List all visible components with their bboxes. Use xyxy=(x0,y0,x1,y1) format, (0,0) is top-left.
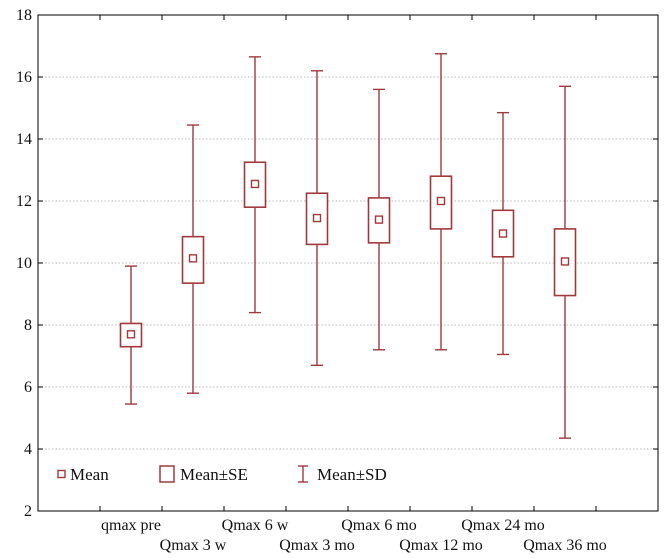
axes: 2 4 6 8 10 12 14 16 18 qmax pre Qmax 3 w Qmax 6 w Qm… xyxy=(16,7,659,554)
y-tick-label: 14 xyxy=(16,131,32,148)
legend-label: Mean±SD xyxy=(317,465,387,484)
legend-item: Mean±SD xyxy=(298,465,387,484)
legend-label: Mean±SE xyxy=(180,465,248,484)
box-group xyxy=(553,85,577,439)
x-category-label: Qmax 3 w xyxy=(160,537,227,554)
y-tick-label: 18 xyxy=(16,7,32,24)
x-category-label: Qmax 24 mo xyxy=(461,517,545,534)
legend-mean-symbol xyxy=(57,469,66,479)
box-group xyxy=(119,265,143,405)
mean-marker xyxy=(560,257,570,266)
y-tick-label: 8 xyxy=(24,317,32,334)
legend: Mean Mean±SE Mean±SD xyxy=(57,465,387,484)
x-category-label: Qmax 36 mo xyxy=(523,537,607,554)
mean-marker xyxy=(250,179,260,189)
legend-item: Mean±SE xyxy=(159,465,248,484)
x-category-label: Qmax 3 mo xyxy=(279,537,355,554)
box-group xyxy=(305,70,329,366)
y-tick-label: 4 xyxy=(24,441,32,458)
plot-frame xyxy=(37,14,659,512)
mean-marker xyxy=(498,229,508,238)
mean-marker xyxy=(312,213,322,223)
mean-marker xyxy=(374,215,384,224)
legend-item: Mean xyxy=(57,465,109,484)
y-tick-label: 2 xyxy=(24,503,32,520)
box-group xyxy=(243,56,267,314)
mean-marker xyxy=(126,330,136,339)
legend-label: Mean xyxy=(70,465,109,484)
x-category-label: qmax pre xyxy=(101,517,161,534)
box-group xyxy=(491,111,515,356)
box-group xyxy=(367,88,391,351)
box-group xyxy=(429,53,453,351)
x-category-label: Qmax 12 mo xyxy=(399,537,483,554)
y-tick-label: 10 xyxy=(16,255,32,272)
x-category-label: Qmax 6 mo xyxy=(341,517,417,534)
series-marks xyxy=(119,53,577,439)
x-category-label: Qmax 6 w xyxy=(222,517,289,534)
y-tick-label: 12 xyxy=(16,193,32,210)
y-tick-label: 6 xyxy=(24,379,32,396)
y-tick-label: 16 xyxy=(16,69,32,86)
mean-marker xyxy=(436,196,446,206)
mean-marker xyxy=(188,254,198,263)
box-group xyxy=(181,124,205,394)
legend-se-symbol xyxy=(159,465,175,483)
